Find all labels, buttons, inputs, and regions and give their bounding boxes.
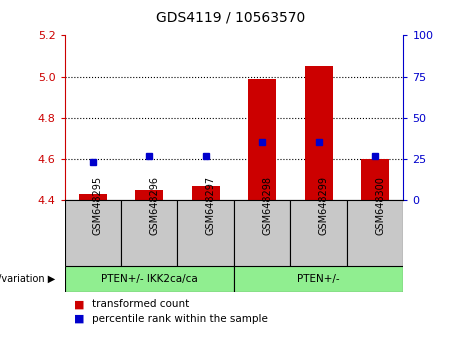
Text: GSM648297: GSM648297 (206, 176, 216, 235)
Text: ■: ■ (74, 299, 84, 309)
Text: GSM648298: GSM648298 (262, 176, 272, 235)
Bar (234, 266, 403, 292)
Bar (177, 200, 234, 266)
Bar (290, 200, 347, 266)
Bar (121, 200, 177, 266)
Text: PTEN+/-: PTEN+/- (297, 274, 340, 284)
Text: genotype/variation ▶: genotype/variation ▶ (0, 274, 55, 284)
Text: GSM648300: GSM648300 (375, 176, 385, 235)
Text: GSM648299: GSM648299 (319, 176, 329, 235)
Text: GSM648296: GSM648296 (149, 176, 159, 235)
Bar (65, 200, 121, 266)
Bar (65, 266, 234, 292)
Text: PTEN+/- IKK2ca/ca: PTEN+/- IKK2ca/ca (101, 274, 198, 284)
Bar (135, 190, 163, 200)
Text: transformed count: transformed count (92, 299, 189, 309)
Bar (234, 200, 290, 266)
Bar (347, 200, 403, 266)
Bar (361, 159, 389, 200)
Text: GSM648295: GSM648295 (93, 176, 103, 235)
Text: ■: ■ (74, 314, 84, 324)
Bar (79, 194, 107, 200)
Bar (305, 66, 333, 200)
Text: GDS4119 / 10563570: GDS4119 / 10563570 (156, 11, 305, 25)
Text: percentile rank within the sample: percentile rank within the sample (92, 314, 268, 324)
Bar (248, 79, 276, 200)
Bar (192, 185, 220, 200)
